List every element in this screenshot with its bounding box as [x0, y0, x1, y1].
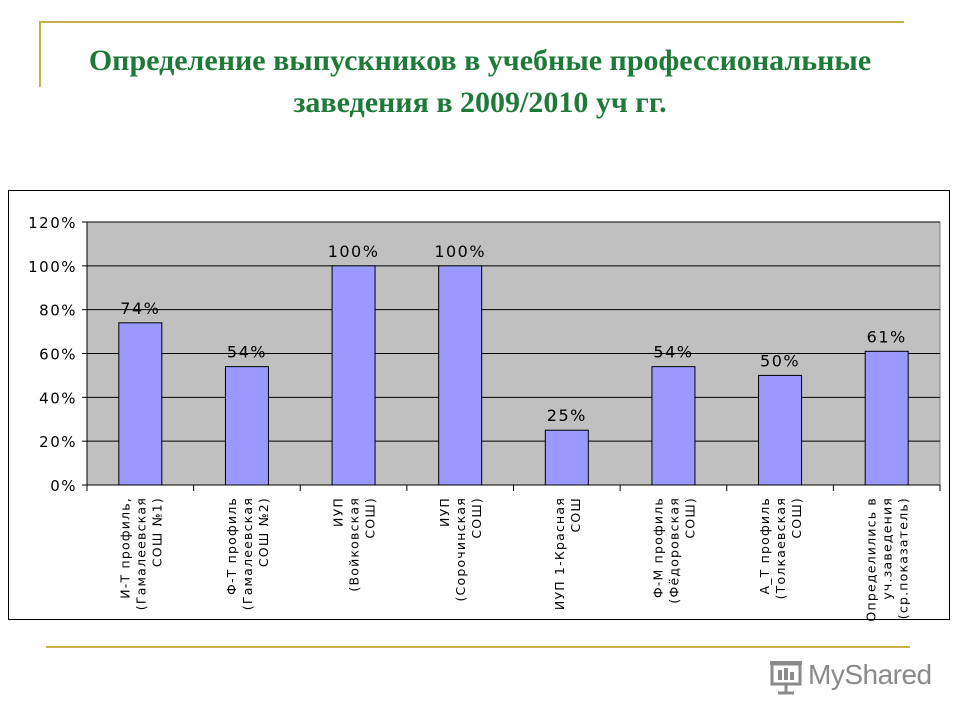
myshared-logo: MyShared [768, 656, 938, 696]
category-label-line: И-Т профиль, [117, 497, 132, 599]
bar [544, 429, 589, 486]
category-label-line: СОШ [568, 497, 583, 533]
category-label-line: ИУП [331, 497, 346, 527]
bottom-decorative-line [46, 646, 910, 648]
bar [864, 350, 909, 486]
y-tick-label: 0% [50, 477, 77, 495]
y-tick-label: 20% [39, 433, 77, 451]
category-label-line: (Толкаевская [773, 497, 788, 599]
y-tick-label: 120% [28, 214, 77, 232]
left-decorative-line [39, 21, 41, 87]
category-label-line: уч.заведения [880, 497, 895, 600]
category-label-line: Ф-М профиль [650, 497, 665, 598]
bar [118, 322, 163, 486]
category-label: ИУП 1-Красная СОШ [552, 497, 583, 610]
category-label: Ф-Т профиль (Гамалеевская СОШ №2) [224, 497, 271, 610]
category-label: ИУП (Войковская СОШ) [331, 497, 378, 592]
category-label-line: (Гамалеевская [133, 497, 148, 610]
data-label: 74% [120, 299, 160, 318]
y-tick-label: 100% [28, 258, 77, 276]
category-label-line: СОШ №1) [149, 497, 164, 567]
category-label-line: СОШ) [363, 497, 378, 539]
presentation-icon [770, 661, 802, 695]
data-label: 50% [760, 351, 800, 370]
category-label: И-Т профиль, (Гамалеевская СОШ №1) [117, 497, 164, 610]
y-tick-label: 40% [39, 389, 77, 407]
top-decorative-line [40, 21, 904, 23]
bar [651, 366, 696, 486]
data-label: 25% [547, 406, 587, 425]
category-label-line: СОШ) [682, 497, 697, 539]
category-label-line: ИУП 1-Красная [552, 497, 567, 610]
category-label-line: СОШ №2) [256, 497, 271, 567]
category-label-line: (Гамалеевская [240, 497, 255, 610]
category-label: А_Т профиль (Толкаевская СОШ) [757, 497, 804, 599]
category-label-line: Ф-Т профиль [224, 497, 239, 595]
category-label: Определились в уч.заведения (ср.показатель… [864, 497, 911, 622]
data-label: 54% [227, 343, 267, 362]
data-label: 54% [653, 343, 693, 362]
category-label-line: Определились в [864, 497, 879, 622]
category-label-line: (ср.показатель) [896, 497, 911, 619]
slide-title: Определение выпускников в учебные профес… [88, 44, 872, 119]
bar [438, 265, 483, 486]
data-label: 100% [328, 242, 380, 261]
category-label: Ф-М профиль (Фёдоровская СОШ) [650, 497, 697, 604]
category-label-line: (Фёдоровская [666, 497, 681, 604]
y-tick-label: 80% [39, 302, 77, 320]
category-label-line: ИУП [437, 497, 452, 527]
category-label-line: СОШ) [789, 497, 804, 539]
data-label: 61% [867, 327, 907, 346]
category-label-line: А_Т профиль [757, 497, 772, 595]
y-tick-label: 60% [39, 346, 77, 364]
logo-text: MyShared [808, 659, 932, 690]
category-label-line: (Войковская [347, 497, 362, 592]
category-label-line: СОШ) [469, 497, 484, 539]
data-label: 100% [434, 242, 486, 261]
category-label: ИУП (Сорочинская СОШ) [437, 497, 484, 602]
bar [758, 374, 803, 486]
category-label-line: (Сорочинская [453, 497, 468, 602]
bar [224, 366, 269, 486]
bar [331, 265, 376, 486]
